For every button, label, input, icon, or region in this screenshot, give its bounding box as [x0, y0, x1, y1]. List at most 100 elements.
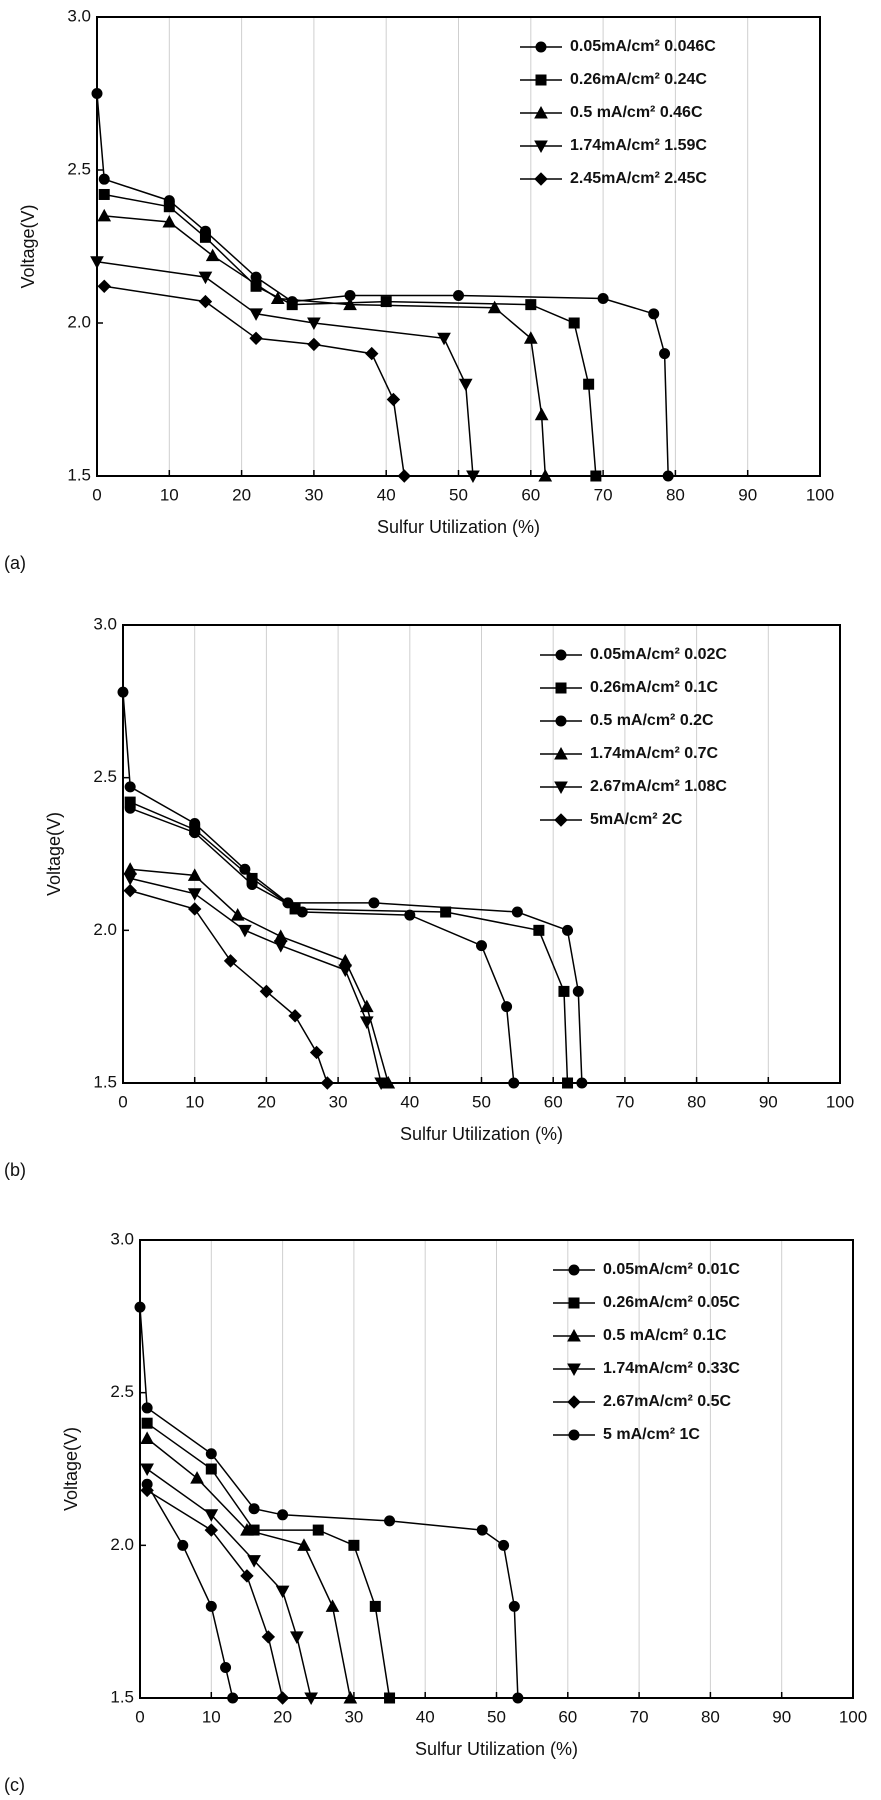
marker [140, 1483, 154, 1498]
marker [487, 300, 502, 314]
marker [554, 781, 568, 795]
marker [123, 883, 137, 898]
x-tick-label: 50 [487, 1707, 506, 1726]
y-tick-label: 2.0 [67, 312, 91, 331]
marker [163, 201, 175, 213]
marker [190, 1471, 204, 1484]
marker [568, 1429, 580, 1441]
marker [583, 378, 595, 390]
marker [562, 924, 574, 936]
legend-item: 0.05mA/cm² 0.046C [520, 38, 716, 55]
series-line [104, 193, 597, 477]
marker [440, 906, 452, 918]
marker [597, 293, 609, 305]
marker [453, 289, 464, 301]
series-line [96, 93, 669, 477]
marker [277, 1509, 289, 1521]
x-tick-label: 90 [759, 1092, 778, 1111]
legend-label: 5 mA/cm² 1C [603, 1426, 700, 1443]
series-line [146, 1468, 312, 1699]
marker [240, 1523, 254, 1536]
x-tick-label: 20 [257, 1092, 276, 1111]
x-tick-label: 80 [701, 1707, 720, 1726]
x-tick-label: 0 [118, 1092, 127, 1111]
marker [205, 1463, 217, 1475]
marker [662, 470, 674, 482]
marker [189, 827, 201, 839]
y-tick-label: 3.0 [67, 6, 91, 25]
marker [198, 294, 213, 309]
plot-frame [139, 1239, 854, 1699]
marker [348, 1539, 360, 1551]
marker [97, 279, 111, 293]
x-tick-label: 100 [839, 1707, 867, 1726]
x-tick-label: 80 [666, 485, 685, 504]
legend-label: 1.74mA/cm² 0.7C [590, 745, 719, 762]
marker [123, 862, 138, 875]
y-axis-label: Voltage(V) [18, 204, 38, 288]
marker [369, 1600, 381, 1612]
x-tick-label: 30 [329, 1092, 348, 1111]
x-tick-label: 60 [544, 1092, 563, 1111]
marker [555, 715, 567, 727]
marker [338, 964, 353, 978]
legend-label: 0.5 mA/cm² 0.1C [603, 1327, 727, 1344]
marker [659, 348, 671, 360]
legend-item: 0.5 mA/cm² 0.2C [540, 712, 714, 729]
legend-item: 0.05mA/cm² 0.01C [553, 1261, 740, 1278]
series-line [129, 801, 569, 1084]
legend-item: 0.26mA/cm² 0.1C [540, 679, 719, 696]
legend-label: 0.05mA/cm² 0.046C [570, 38, 716, 55]
marker [290, 1631, 304, 1644]
x-tick-label: 10 [202, 1707, 221, 1726]
x-tick-label: 0 [92, 485, 101, 504]
x-tick-label: 50 [472, 1092, 491, 1111]
marker [307, 317, 321, 331]
marker [523, 331, 538, 344]
marker [562, 1077, 574, 1089]
y-tick-label: 2.0 [110, 1535, 134, 1554]
marker [534, 407, 549, 421]
marker [239, 863, 251, 875]
marker [568, 1297, 580, 1309]
marker [297, 1538, 311, 1551]
marker [312, 1524, 324, 1536]
marker [304, 1692, 318, 1706]
plot-frame [96, 16, 821, 477]
marker [98, 188, 110, 200]
marker [248, 1503, 260, 1515]
marker [177, 1539, 189, 1551]
x-axis-label: Sulfur Utilization (%) [415, 1739, 578, 1759]
legend-label: 2.45mA/cm² 2.45C [570, 170, 707, 187]
marker [534, 172, 548, 186]
marker [91, 88, 103, 99]
legend-label: 2.67mA/cm² 1.08C [590, 778, 727, 795]
marker [567, 1395, 581, 1409]
legend-item: 0.05mA/cm² 0.02C [540, 646, 727, 663]
x-tick-label: 30 [304, 485, 323, 504]
x-tick-label: 30 [344, 1707, 363, 1726]
marker [270, 291, 285, 305]
x-tick-label: 20 [273, 1707, 292, 1726]
y-tick-label: 2.5 [110, 1382, 134, 1401]
marker [273, 940, 288, 953]
legend-item: 2.67mA/cm² 1.08C [540, 778, 727, 795]
y-tick-label: 1.5 [67, 465, 91, 484]
marker [534, 140, 548, 154]
series-line [122, 692, 583, 1084]
marker [568, 1264, 580, 1276]
marker [223, 954, 238, 968]
plot-frame [122, 624, 841, 1084]
marker [123, 872, 138, 886]
marker [249, 308, 263, 321]
legend-label: 0.05mA/cm² 0.02C [590, 646, 727, 663]
marker [508, 1600, 520, 1612]
marker [384, 1692, 396, 1704]
x-tick-label: 90 [772, 1707, 791, 1726]
marker [187, 868, 202, 881]
x-tick-label: 90 [738, 485, 757, 504]
marker [558, 985, 570, 997]
marker [199, 231, 211, 243]
y-axis-label: Voltage(V) [61, 1427, 81, 1511]
marker [512, 1692, 524, 1704]
